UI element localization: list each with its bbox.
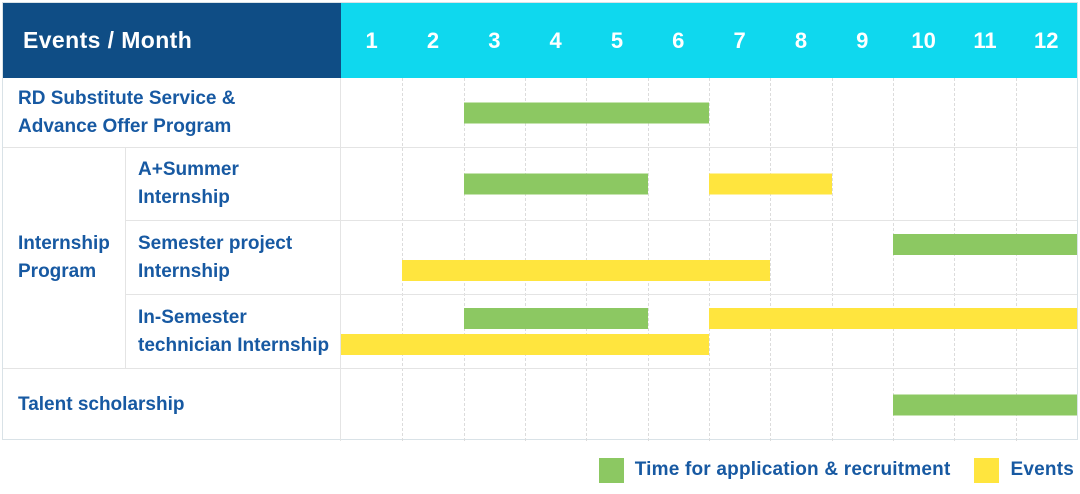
month-label-4: 4 xyxy=(549,27,562,53)
month-label-7: 7 xyxy=(733,27,746,53)
legend: Time for application & recruitment Event… xyxy=(0,448,1080,492)
gantt-bar-green xyxy=(463,307,648,329)
internship-program-group: Internship Program A+Summer Internship S… xyxy=(3,148,1077,369)
row-label-text: RD Substitute Service & Advance Offer Pr… xyxy=(18,87,236,137)
internship-program-subrows: A+Summer Internship Semester project Int… xyxy=(126,148,1077,368)
month-label-8: 8 xyxy=(794,27,808,53)
row-label-text: A+Summer Internship xyxy=(138,159,239,208)
row-label-a-summer-internship: A+Summer Internship xyxy=(126,148,341,220)
gantt-lane xyxy=(341,258,1077,295)
gantt-track-in-semester-technician-internship xyxy=(341,295,1077,368)
group-label-internship-program: Internship Program xyxy=(3,148,126,368)
header-title: Events / Month xyxy=(23,27,193,53)
gantt-lane xyxy=(341,295,1077,332)
month-gridline xyxy=(893,78,894,441)
events-month-table: Events / Month 1 2 3 4 5 6 7 8 9 10 11 1… xyxy=(2,2,1078,441)
gantt-bar-green xyxy=(463,173,648,195)
gantt-bar-yellow xyxy=(402,259,771,281)
month-label-3: 3 xyxy=(488,27,501,53)
row-label-talent-scholarship: Talent scholarship xyxy=(3,369,341,441)
gantt-lane xyxy=(341,78,1077,147)
row-label-rd-substitute-service: RD Substitute Service & Advance Offer Pr… xyxy=(3,78,341,147)
month-label-9: 9 xyxy=(856,27,869,53)
month-gridline xyxy=(1015,78,1017,441)
gantt-lane xyxy=(341,332,1077,369)
month-gridline xyxy=(954,78,956,441)
row-talent-scholarship: Talent scholarship xyxy=(3,369,1077,441)
row-label-text: In-Semester technician Internship xyxy=(138,306,330,356)
month-label-2: 2 xyxy=(426,27,440,53)
month-label-11: 11 xyxy=(973,27,997,53)
month-label-12: 12 xyxy=(1034,27,1059,53)
month-gridline xyxy=(770,78,772,441)
group-label-text: Internship Program xyxy=(18,233,110,282)
gantt-track-rd-substitute-service xyxy=(341,78,1077,147)
gantt-bar-yellow xyxy=(709,173,832,195)
gantt-track-a-summer-internship xyxy=(341,148,1077,220)
gantt-lane xyxy=(341,148,1077,220)
gantt-lane xyxy=(341,221,1077,258)
month-label-5: 5 xyxy=(610,27,624,53)
legend-swatch-yellow xyxy=(974,457,1000,483)
legend-label-application-recruitment: Time for application & recruitment xyxy=(634,459,951,480)
gantt-track-talent-scholarship xyxy=(341,369,1077,441)
row-in-semester-technician-internship: In-Semester technician Internship xyxy=(126,295,1077,368)
row-rd-substitute-service: RD Substitute Service & Advance Offer Pr… xyxy=(3,78,1077,148)
row-label-text: Semester project Internship xyxy=(138,232,293,282)
legend-item-events: Events xyxy=(974,457,1074,483)
row-semester-project-internship: Semester project Internship xyxy=(126,221,1077,295)
gantt-track-semester-project-internship xyxy=(341,221,1077,294)
table-header-row: Events / Month 1 2 3 4 5 6 7 8 9 10 11 1… xyxy=(3,3,1077,78)
month-label-1: 1 xyxy=(365,27,378,53)
gantt-lane xyxy=(341,369,1077,441)
row-label-semester-project-internship: Semester project Internship xyxy=(126,221,341,294)
month-label-6: 6 xyxy=(672,27,685,53)
table-body: RD Substitute Service & Advance Offer Pr… xyxy=(3,78,1077,441)
row-a-summer-internship: A+Summer Internship xyxy=(126,148,1077,221)
gantt-bar-green xyxy=(463,102,709,123)
legend-label-events: Events xyxy=(1010,459,1074,480)
row-label-in-semester-technician-internship: In-Semester technician Internship xyxy=(126,295,341,368)
row-label-text: Talent scholarship xyxy=(18,394,185,416)
gantt-bar-yellow xyxy=(341,333,709,355)
header-months-row: 1 2 3 4 5 6 7 8 9 10 11 12 xyxy=(341,3,1077,78)
legend-item-application-recruitment: Time for application & recruitment xyxy=(598,457,951,483)
gantt-bar-yellow xyxy=(709,307,1077,329)
month-gridline xyxy=(831,78,833,441)
gantt-bar-green xyxy=(893,394,1077,416)
month-label-10: 10 xyxy=(911,27,936,53)
header-events-month-cell: Events / Month xyxy=(3,3,341,78)
gantt-bar-green xyxy=(893,233,1077,255)
legend-swatch-green xyxy=(598,457,624,483)
